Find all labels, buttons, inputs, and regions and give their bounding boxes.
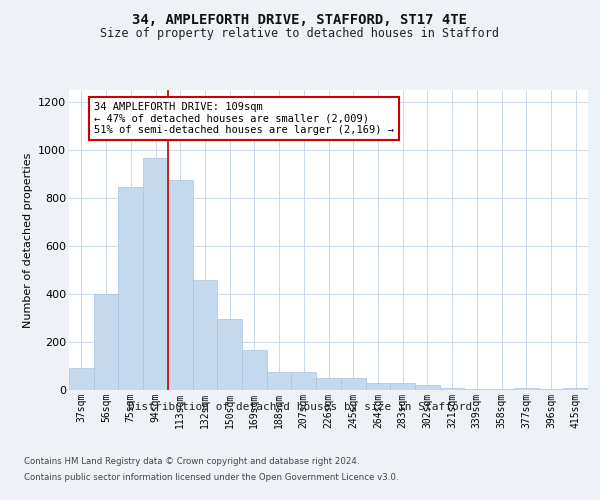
Text: Contains HM Land Registry data © Crown copyright and database right 2024.: Contains HM Land Registry data © Crown c… <box>24 458 359 466</box>
Text: Size of property relative to detached houses in Stafford: Size of property relative to detached ho… <box>101 28 499 40</box>
Bar <box>316 378 341 390</box>
Bar <box>168 180 193 390</box>
Bar <box>514 388 539 390</box>
Bar <box>464 389 489 390</box>
Text: Contains public sector information licensed under the Open Government Licence v3: Contains public sector information licen… <box>24 472 398 482</box>
Bar <box>193 280 217 390</box>
Bar <box>217 319 242 390</box>
Text: 34, AMPLEFORTH DRIVE, STAFFORD, ST17 4TE: 34, AMPLEFORTH DRIVE, STAFFORD, ST17 4TE <box>133 12 467 26</box>
Bar <box>118 187 143 390</box>
Y-axis label: Number of detached properties: Number of detached properties <box>23 152 32 328</box>
Bar <box>341 378 365 390</box>
Bar <box>94 294 118 390</box>
Text: Distribution of detached houses by size in Stafford: Distribution of detached houses by size … <box>128 402 472 412</box>
Bar <box>489 389 514 390</box>
Bar <box>390 383 415 390</box>
Bar <box>69 368 94 390</box>
Bar <box>143 158 168 390</box>
Bar <box>365 383 390 390</box>
Bar <box>539 389 563 390</box>
Bar <box>415 385 440 390</box>
Bar <box>563 388 588 390</box>
Bar <box>440 388 464 390</box>
Text: 34 AMPLEFORTH DRIVE: 109sqm
← 47% of detached houses are smaller (2,009)
51% of : 34 AMPLEFORTH DRIVE: 109sqm ← 47% of det… <box>94 102 394 135</box>
Bar <box>242 350 267 390</box>
Bar <box>292 372 316 390</box>
Bar <box>267 372 292 390</box>
